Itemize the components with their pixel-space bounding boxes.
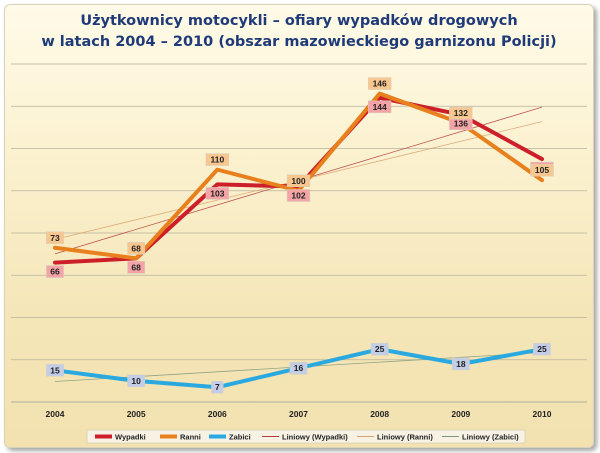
data-label-box [46,364,64,377]
data-label-box [286,189,311,202]
data-label: 66 [50,267,60,277]
data-label: 7 [215,382,220,392]
legend-label: Zabici [229,433,251,442]
data-label-box [533,342,551,356]
chart-frame: Użytkownicy motocykli – ofiary wypadków … [4,4,594,448]
data-label: 102 [291,191,305,201]
x-tick-label: 2004 [46,409,65,419]
data-label-box [368,77,392,90]
data-label-box [289,361,308,375]
data-label-box [451,357,470,371]
data-label: 73 [50,233,60,243]
data-label-box [127,242,146,255]
chart-title-block: Użytkownicy motocykli – ofiary wypadków … [5,11,593,53]
data-label-box [211,380,224,394]
data-label-box [205,187,229,200]
data-label: 144 [373,102,387,112]
x-tick-label: 2009 [451,409,470,419]
legend-label: Wypadki [115,433,146,442]
legend: Wypadki Ranni Zabici Liniowy (Wypadki) Linio… [86,429,526,444]
legend-box [86,429,526,444]
data-label: 68 [131,262,141,272]
data-label: 100 [291,176,305,186]
data-label: 103 [210,188,224,198]
data-label-box [368,100,392,114]
data-label: 25 [375,344,385,354]
data-label-box [530,163,554,177]
data-label-box [205,153,229,166]
data-label: 18 [456,359,466,369]
data-label-box [449,106,473,120]
legend-label: Liniowy (Ranni) [377,433,433,442]
x-tick-label: 2006 [208,409,227,419]
data-label: 16 [294,363,304,373]
data-label: 25 [537,344,547,354]
chart-subtitle: w latach 2004 – 2010 (obszar mazowieckie… [41,34,557,50]
line-chart: 2004 2005 2006 2007 2008 2009 2010 66 68 103 102 14… [11,63,587,444]
data-label: 136 [454,119,468,129]
data-label-box [46,265,64,278]
legend-label: Ranni [180,433,201,442]
data-label: 10 [131,376,141,386]
data-label: 68 [131,243,141,253]
legend-label: Liniowy (Wypadki) [282,433,348,442]
data-label-box [286,174,311,187]
data-label-box [370,342,389,356]
x-tick-label: 2008 [370,409,389,419]
data-label: 15 [50,365,60,375]
legend-label: Liniowy (Zabici) [462,433,519,442]
x-tick-label: 2010 [533,409,552,419]
data-label: 132 [454,108,468,118]
x-tick-label: 2005 [127,409,146,419]
x-tick-label: 2007 [289,409,308,419]
data-label: 110 [210,155,224,165]
data-label-box [127,374,146,388]
data-label: 146 [373,79,387,89]
data-label: 105 [535,165,549,175]
data-label-box [46,231,64,245]
data-label-box [127,261,146,274]
chart-title: Użytkownicy motocykli – ofiary wypadków … [80,13,518,29]
